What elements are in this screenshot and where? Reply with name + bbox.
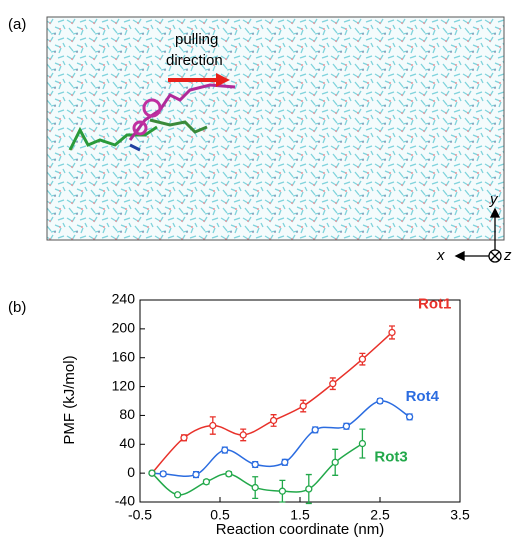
series-label: Rot3 (374, 449, 407, 466)
data-point (269, 416, 278, 425)
y-tick-label: 240 (112, 291, 136, 307)
y-tick-label: 200 (112, 320, 136, 336)
axes-glyph (454, 207, 502, 263)
data-point (148, 469, 156, 477)
data-point (281, 458, 289, 466)
data-point (388, 328, 396, 337)
x-axis-label: Reaction coordinate (nm) (216, 521, 384, 538)
data-point (329, 380, 337, 388)
pull-arrowhead (216, 73, 230, 87)
data-point (251, 483, 259, 492)
x-tick-label: 2.5 (370, 507, 390, 523)
simulation-box (46, 16, 505, 241)
panel-label: (b) (8, 299, 26, 316)
data-point (192, 470, 200, 479)
series-label: Rot4 (406, 388, 440, 405)
y-tick-label: 120 (112, 377, 136, 393)
molecule (68, 83, 236, 152)
data-point (202, 478, 211, 486)
panel-label: (a) (8, 16, 26, 33)
data-point (358, 355, 367, 363)
series-label: Rot1 (418, 295, 451, 312)
data-point (311, 426, 319, 434)
data-point (221, 446, 229, 454)
y-tick-label: 0 (127, 464, 135, 480)
data-point (251, 460, 259, 469)
data-point (225, 470, 233, 478)
data-point (305, 485, 313, 493)
data-point (376, 397, 384, 405)
data-point (405, 413, 414, 421)
axis-name: y (489, 191, 499, 208)
data-point (209, 421, 217, 430)
axis-name: z (503, 247, 512, 264)
series-line (151, 331, 393, 474)
x-tick-label: 1.5 (290, 507, 310, 523)
axis-name: x (436, 247, 445, 264)
data-point (331, 458, 339, 466)
x-tick-label: 0.5 (210, 507, 230, 523)
series-line (151, 400, 411, 477)
annotation: pulling (175, 31, 218, 48)
x-tick-label: 3.5 (450, 507, 470, 523)
y-tick-label: 80 (119, 406, 135, 422)
data-point (278, 487, 287, 495)
y-tick-label: 160 (112, 348, 136, 364)
data-point (173, 491, 182, 499)
data-point (358, 439, 367, 448)
annotation: direction (166, 52, 223, 69)
y-tick-label: 40 (119, 435, 135, 451)
y-axis-label: PMF (kJ/mol) (61, 355, 78, 444)
data-point (299, 402, 307, 410)
data-point (180, 434, 188, 442)
x-tick-label: -0.5 (128, 507, 152, 523)
y-tick-label: -40 (115, 493, 135, 509)
data-point (342, 422, 351, 430)
data-point (239, 431, 247, 439)
data-point (159, 470, 167, 478)
